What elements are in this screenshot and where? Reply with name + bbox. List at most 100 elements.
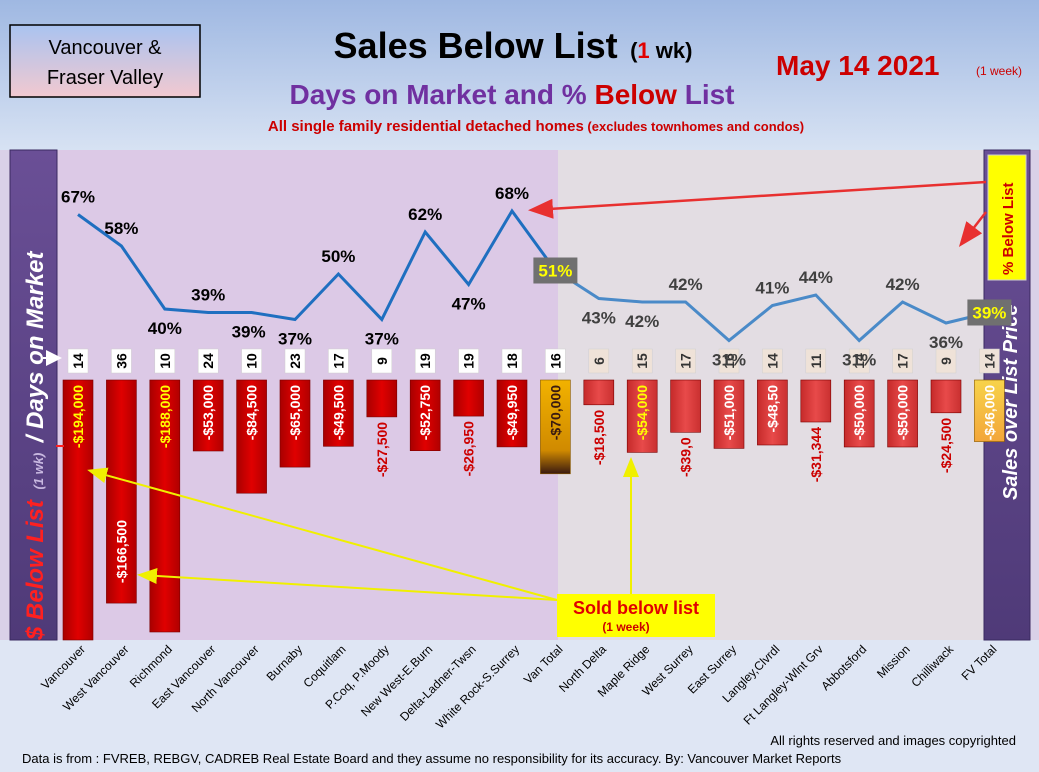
bar-label-4: -$84,500 bbox=[244, 385, 260, 440]
pct-below-line-group: 67% 58% 40% 39% 39% 37% 50% 37% 62% 47% 68% 51% 43% 4… bbox=[61, 184, 1012, 370]
callout-arrow-vancouver bbox=[87, 467, 558, 601]
days-label-2: 10 bbox=[157, 353, 173, 369]
bar-label-12: -$18,500 bbox=[591, 410, 607, 465]
bar-label-16: -$48,50 bbox=[764, 385, 780, 433]
days-label-13: 15 bbox=[634, 353, 650, 369]
bar-12 bbox=[583, 379, 615, 406]
chart-subtitle: Days on Market and % Below List bbox=[289, 79, 734, 110]
description-main: All single family residential detached h… bbox=[268, 118, 584, 135]
region-line1: Vancouver & bbox=[48, 37, 162, 59]
days-box-4 bbox=[241, 348, 262, 374]
days-box-3 bbox=[197, 348, 219, 374]
days-box-18 bbox=[848, 348, 870, 374]
pct-total-box-11 bbox=[533, 257, 578, 284]
bar-18 bbox=[843, 379, 875, 448]
days-label-20: 9 bbox=[938, 357, 954, 365]
days-label-15: 16 bbox=[721, 353, 737, 369]
pct-label-19: 42% bbox=[886, 275, 920, 294]
chart-title: Sales Below List (1 wk) bbox=[334, 25, 693, 66]
days-box-11 bbox=[545, 348, 566, 374]
bar-label-7: -$27,500 bbox=[374, 422, 390, 477]
pct-label-12: 43% bbox=[582, 309, 616, 328]
bar-label-9: -$26,950 bbox=[461, 421, 477, 476]
pct-label-1: 58% bbox=[104, 219, 138, 238]
left-axis-label: $ Below List (1 wk) / Days on Market bbox=[22, 250, 49, 641]
subtitle-part1: Days on Market and % bbox=[289, 79, 594, 110]
days-label-9: 19 bbox=[461, 353, 477, 369]
bar-20 bbox=[930, 379, 962, 414]
pct-arrow-fv bbox=[958, 211, 987, 247]
pct-label-2: 40% bbox=[148, 319, 182, 338]
days-label-7: 9 bbox=[374, 357, 390, 365]
callout-line1: Sold below list bbox=[573, 598, 699, 618]
bar-label-20: -$24,500 bbox=[938, 418, 954, 473]
pct-label-16: 41% bbox=[755, 279, 789, 298]
bar-2 bbox=[149, 379, 181, 633]
days-label-21: 14 bbox=[981, 353, 997, 369]
region-line2: Fraser Valley bbox=[47, 67, 163, 89]
days-label-14: 17 bbox=[678, 353, 694, 369]
right-axis-label: Sales over List Price bbox=[1000, 304, 1022, 500]
left-axis-part2: (1 wk) bbox=[31, 453, 46, 490]
bar-5 bbox=[279, 379, 311, 468]
bar-label-13: -$54,000 bbox=[634, 385, 650, 440]
pct-label-15: 31% bbox=[712, 351, 746, 370]
days-box-0 bbox=[67, 348, 89, 374]
days-box-17 bbox=[805, 348, 827, 374]
bar-9 bbox=[453, 379, 484, 417]
pct-label-0: 67% bbox=[61, 188, 95, 207]
bar-13 bbox=[626, 379, 658, 453]
bar-16 bbox=[757, 379, 788, 446]
bar-label-18: -$50,000 bbox=[851, 385, 867, 440]
bar-21 bbox=[974, 379, 1005, 442]
days-box-7 bbox=[371, 348, 393, 374]
pct-label-5: 37% bbox=[278, 330, 312, 349]
pct-total-box-21 bbox=[967, 299, 1012, 326]
bar-label-0: -$194,000 bbox=[70, 385, 86, 448]
days-label-18: 14 bbox=[851, 353, 867, 369]
pct-label-14: 42% bbox=[669, 275, 703, 294]
days-box-21 bbox=[979, 348, 1000, 374]
bar-label-3: -$53,000 bbox=[200, 385, 216, 440]
days-label-11: 16 bbox=[547, 353, 563, 369]
days-box-15 bbox=[718, 348, 740, 374]
bar-3 bbox=[192, 379, 224, 452]
bar-4 bbox=[236, 379, 267, 494]
pct-below-list-label: % Below List bbox=[1000, 182, 1017, 275]
bar-label-10: -$49,950 bbox=[504, 385, 520, 440]
days-box-14 bbox=[675, 348, 696, 374]
bar-19 bbox=[887, 379, 918, 448]
bar-label-11: -$70,000 bbox=[547, 385, 563, 440]
copyright-note: All rights reserved and images copyright… bbox=[770, 733, 1016, 748]
subtitle-part2: Below bbox=[594, 79, 677, 110]
pct-label-7: 37% bbox=[365, 330, 399, 349]
left-axis-part3: / Days on Market bbox=[22, 250, 49, 443]
bar-label-14: -$39,0 bbox=[678, 437, 694, 477]
bar-label-2: -$188,000 bbox=[157, 385, 173, 448]
left-axis-part1: $ Below List bbox=[22, 499, 49, 641]
bar-17 bbox=[800, 379, 832, 423]
title-paren-num: 1 bbox=[637, 38, 649, 63]
report-date-note: (1 week) bbox=[976, 64, 1022, 78]
bar-label-15: -$51,000 bbox=[721, 385, 737, 440]
pct-arrow-van bbox=[528, 180, 987, 219]
days-box-20 bbox=[935, 348, 957, 374]
pct-label-17: 44% bbox=[799, 268, 833, 287]
days-box-10 bbox=[501, 348, 523, 374]
region-box bbox=[9, 24, 201, 98]
days-label-17: 11 bbox=[808, 353, 824, 368]
days-label-16: 14 bbox=[764, 353, 780, 369]
footer-background bbox=[0, 640, 1039, 772]
days-box-9 bbox=[458, 348, 479, 374]
title-paren-open: ( bbox=[630, 38, 638, 63]
bar-label-21: -$46,000 bbox=[981, 385, 997, 440]
left-axis-panel bbox=[9, 149, 58, 641]
pct-line-fraser-valley bbox=[554, 269, 990, 343]
pct-label-3: 39% bbox=[191, 286, 225, 305]
days-box-16 bbox=[762, 348, 783, 374]
days-box-2 bbox=[154, 348, 176, 374]
days-label-19: 17 bbox=[895, 353, 911, 369]
days-box-19 bbox=[892, 348, 913, 374]
bar-1 bbox=[106, 379, 137, 604]
days-box-12 bbox=[588, 348, 610, 374]
